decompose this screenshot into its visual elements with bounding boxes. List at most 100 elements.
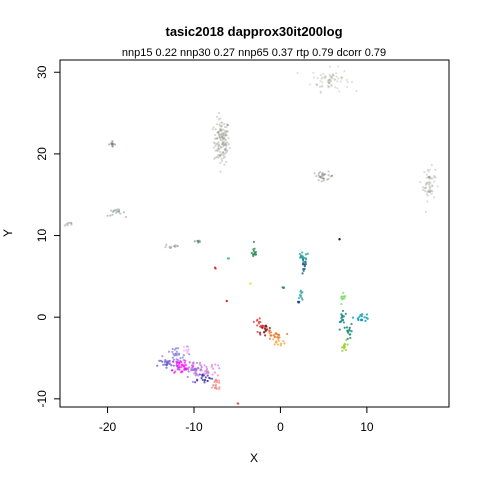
data-point [335,75,338,78]
data-point [110,142,114,146]
data-point [342,347,346,350]
data-point [299,254,302,257]
data-point [174,354,177,357]
data-point [215,381,219,384]
data-point [223,129,226,132]
data-point [181,356,184,359]
data-point [219,136,222,139]
data-point [321,172,324,176]
data-point [219,170,222,173]
data-point [430,177,433,180]
data-point [279,344,282,347]
data-point [223,152,226,156]
data-point [210,363,214,367]
data-point [329,79,332,82]
data-point [213,137,216,140]
data-point [328,82,331,85]
y-tick-label: 30 [35,65,49,79]
data-point [213,157,216,160]
data-point [286,332,289,336]
data-point [226,124,230,127]
data-point [330,84,333,87]
data-point [220,125,223,128]
data-point [349,333,352,336]
data-point [302,258,305,261]
data-point [430,192,433,196]
data-point [340,313,343,316]
data-point [224,148,227,151]
data-point [211,373,214,376]
data-point [221,134,225,137]
data-point [304,257,308,260]
data-point [226,130,229,133]
data-point [183,361,186,364]
data-point [207,371,210,374]
data-point [298,300,301,303]
data-point [193,240,196,243]
data-point [219,161,222,165]
data-point [201,373,204,377]
data-point [217,156,220,159]
data-point [218,148,221,151]
data-point [268,329,271,332]
data-point [223,136,226,140]
data-point [161,355,164,358]
data-point [221,151,224,154]
data-point [308,83,311,86]
data-point [256,318,259,321]
data-point [321,177,324,180]
data-point [190,369,193,372]
data-point [220,135,224,138]
data-point [214,156,217,159]
data-point [320,175,323,178]
data-point [341,76,344,79]
data-point [203,381,206,384]
data-point [341,298,344,301]
data-point [172,364,175,367]
data-point [220,153,223,156]
y-tick-label: 10 [35,229,49,243]
data-point [218,144,221,147]
data-point [327,173,330,177]
data-point [337,77,340,80]
data-point [223,148,227,151]
data-point [119,212,122,215]
data-point [319,80,322,83]
data-point [214,363,217,366]
data-point [220,130,223,133]
data-point [322,177,325,180]
data-point [175,350,178,353]
data-point [323,74,327,78]
data-point [350,322,353,326]
data-point [427,182,431,186]
data-point [336,80,339,83]
data-point [222,128,225,131]
data-point [319,170,322,174]
data-point [338,90,341,93]
data-point [220,128,223,132]
data-point [319,90,322,93]
data-point [217,131,220,134]
data-point [211,377,214,380]
data-point [330,74,333,78]
data-point [224,143,227,146]
data-point [322,177,326,180]
x-axis: -20 -10 0 10 [99,407,374,434]
data-point [114,211,118,214]
data-point [427,175,430,179]
data-point [319,73,323,77]
data-point [324,173,327,176]
data-point [317,172,321,175]
data-point [428,184,431,187]
data-point [111,145,114,148]
data-point [343,345,346,348]
data-point [217,118,220,121]
data-point [428,177,431,180]
data-point [363,316,366,319]
data-point [339,320,342,324]
y-axis-label: Y [1,229,15,237]
data-point [222,151,225,154]
data-point [122,211,126,214]
data-point [107,143,111,146]
data-point [224,133,228,137]
